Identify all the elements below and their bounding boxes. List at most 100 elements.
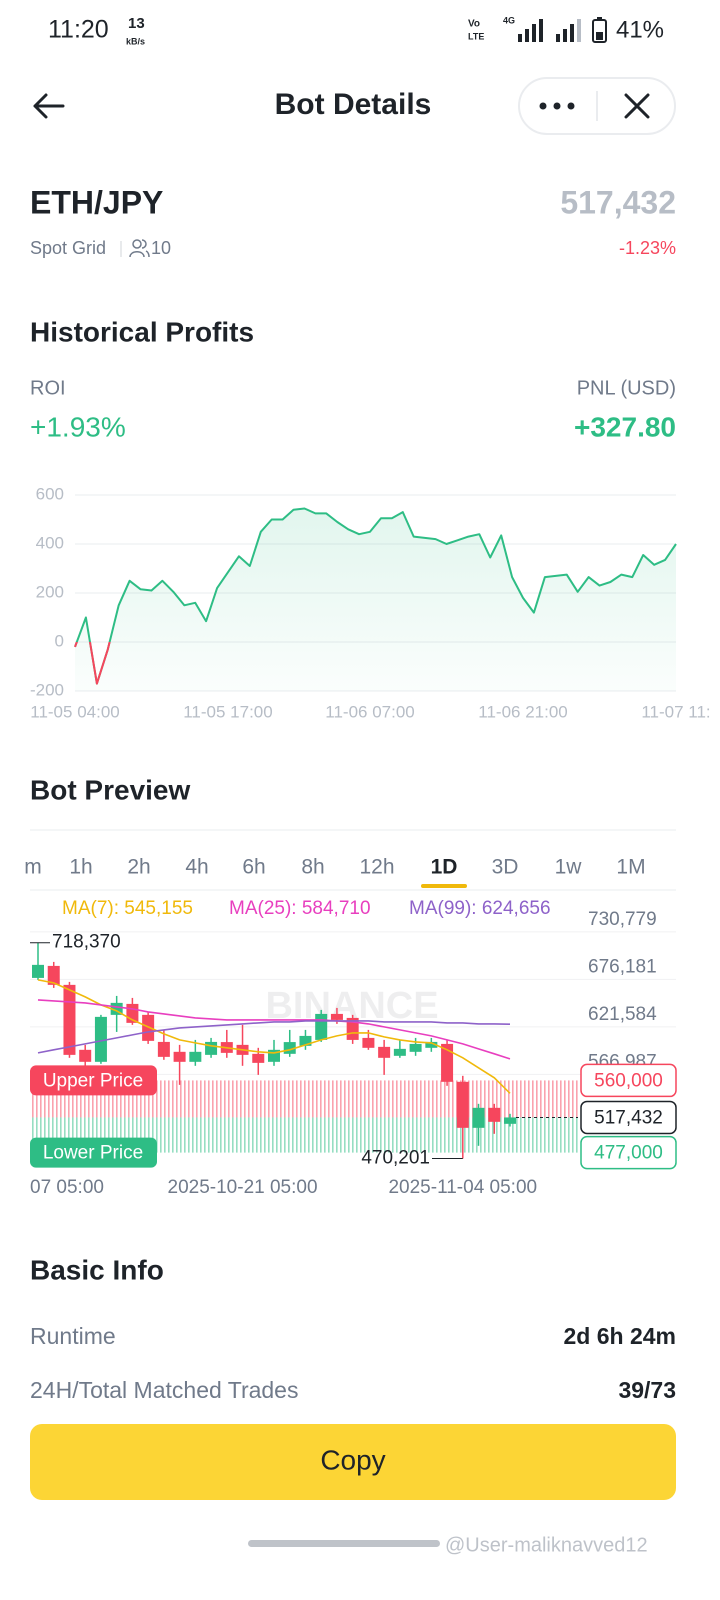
candle-body — [142, 1014, 155, 1041]
line — [74, 507, 677, 685]
roi-value: +1.93% — [30, 411, 126, 442]
price-tag — [580, 1135, 677, 1170]
candle-body — [157, 1041, 170, 1057]
interval-tab[interactable]: 12h — [359, 856, 394, 879]
candle-body — [94, 1016, 107, 1062]
price-tag-label: 517,432 — [594, 1107, 663, 1128]
interval-tab[interactable]: 1M — [616, 856, 645, 879]
tab-indicator — [421, 884, 467, 888]
grid-tag — [30, 1065, 157, 1096]
high-label: 718,370 — [52, 932, 121, 953]
candle-body — [362, 1037, 375, 1048]
legend-entry: MA(25): 584,710 — [229, 898, 371, 919]
status-speed-unit: kB/s — [126, 36, 145, 46]
candle-body — [504, 1117, 516, 1124]
y-tick-label: -200 — [30, 680, 64, 699]
button-bg[interactable] — [30, 1424, 676, 1500]
copy-button[interactable]: Copy — [30, 1424, 676, 1500]
candle-body — [299, 1035, 312, 1046]
interval-tab[interactable]: 1w — [555, 856, 583, 879]
candle-body — [441, 1043, 454, 1082]
x-tick-label: 11-06 07:00 — [325, 702, 414, 721]
x-tick-label: 07 05:00 — [30, 1177, 104, 1198]
interval-tab[interactable]: m — [24, 856, 42, 879]
pnl-value: +327.80 — [574, 411, 676, 442]
candle-body — [79, 1049, 92, 1062]
candle-body — [456, 1081, 469, 1128]
candle-body — [205, 1041, 218, 1055]
info-label: Runtime — [30, 1323, 116, 1349]
candle-body — [425, 1041, 438, 1048]
user-watermark: @User-maliknavved12 — [445, 1534, 648, 1556]
candle-body — [378, 1046, 391, 1058]
more-button[interactable] — [539, 102, 575, 110]
candle-body — [283, 1042, 296, 1054]
pair-symbol: ETH/JPY — [30, 184, 163, 220]
y-tick-label: 400 — [36, 533, 64, 552]
low-label: 470,201 — [361, 1148, 430, 1169]
y-tick-label: 0 — [55, 631, 64, 650]
candle-body — [330, 1013, 343, 1020]
candle-body — [173, 1051, 186, 1062]
back-button[interactable] — [33, 93, 65, 119]
grid-tag — [30, 1137, 157, 1168]
profit-chart: -200 0 200 400 600 11-05 04:00 11-05 17:00 11-0… — [30, 484, 711, 721]
y-tick-label: 730,779 — [588, 909, 657, 930]
candles — [32, 942, 516, 1159]
page-title: Bot Details — [275, 88, 432, 121]
status-volte: Vo — [468, 19, 480, 30]
legend-entry: MA(99): 624,656 — [409, 898, 551, 919]
section-title: Bot Preview — [30, 774, 190, 805]
signal-icon — [518, 19, 581, 42]
status-volte: LTE — [468, 31, 484, 41]
price-tag — [580, 1100, 677, 1135]
interval-tabs: m 1h 2h 4h 6h 8h 12h 1D 3D 1w 1M — [24, 856, 646, 888]
info-value: 39/73 — [618, 1377, 676, 1403]
y-tick-label: 621,584 — [588, 1004, 657, 1025]
pair-price: 517,432 — [560, 184, 676, 220]
candle-body — [47, 965, 60, 985]
price-tag-label: 560,000 — [594, 1070, 663, 1091]
price-tag — [580, 1063, 677, 1098]
y-tick-label: 200 — [36, 582, 64, 601]
x-tick-label: 11-06 21:00 — [478, 702, 567, 721]
interval-tab[interactable]: 3D — [492, 856, 519, 879]
status-network: 4G — [503, 15, 515, 25]
interval-tab[interactable]: 2h — [127, 856, 150, 879]
grid-tag-label: Lower Price — [43, 1143, 143, 1164]
pnl-label: PNL (USD) — [577, 377, 676, 399]
interval-tab[interactable]: 6h — [242, 856, 265, 879]
candle-body — [63, 984, 76, 1055]
interval-tab[interactable]: 1h — [69, 856, 92, 879]
interval-tab[interactable]: 4h — [185, 856, 208, 879]
strategy: Spot Grid — [30, 238, 106, 258]
x-tick-label: 11-05 04:00 — [30, 702, 119, 721]
copiers: 10 — [151, 238, 171, 258]
price-change: -1.23% — [619, 238, 676, 258]
candle-body — [472, 1107, 485, 1128]
candle-body — [126, 1003, 139, 1023]
x-tick-label: 11-07 11: — [641, 702, 710, 721]
home-indicator — [248, 1540, 440, 1547]
candle-body — [189, 1051, 202, 1062]
grid-tag-label: Upper Price — [43, 1070, 143, 1091]
close-button[interactable] — [624, 93, 650, 119]
line-area — [75, 508, 676, 691]
interval-tab[interactable]: 1D — [431, 856, 458, 879]
x-tick-label: 2025-10-21 05:00 — [168, 1177, 318, 1198]
candle-body — [346, 1017, 359, 1040]
legend-entry: MA(7): 545,155 — [62, 898, 193, 919]
button-label[interactable]: Copy — [320, 1444, 385, 1475]
x-tick-label: 11-05 17:00 — [183, 702, 272, 721]
interval-tab[interactable]: 8h — [301, 856, 324, 879]
ma-line — [37, 999, 511, 1060]
ma-line — [37, 979, 511, 1094]
roi-label: ROI — [30, 377, 66, 399]
info-label: 24H/Total Matched Trades — [30, 1377, 298, 1403]
status-battery: 41% — [616, 16, 664, 43]
x-tick-label: 2025-11-04 05:00 — [388, 1177, 537, 1198]
